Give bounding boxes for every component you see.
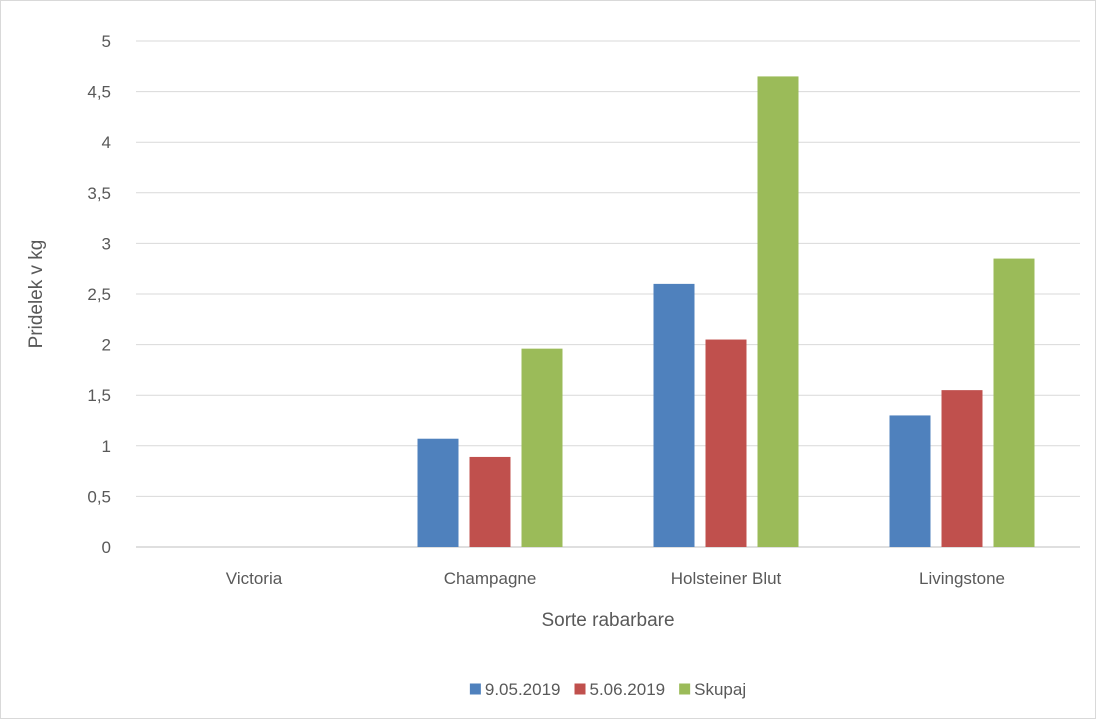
gridlines [136,40,1080,548]
legend-swatch [574,683,586,695]
y-tick-label: 4,5 [87,83,111,102]
bar [653,283,695,547]
x-tick-label: Livingstone [919,569,1005,588]
bar [757,76,799,548]
y-tick-label: 1,5 [87,386,111,405]
x-axis-ticks: Victoria Champagne Holsteiner Blut Livingst… [226,569,1005,588]
x-tick-label: Holsteiner Blut [671,569,782,588]
y-tick-label: 2 [102,336,111,355]
legend-label: 9.05.2019 [485,680,561,699]
bar [993,258,1035,547]
bar [889,415,931,547]
y-tick-label: 2,5 [87,285,111,304]
x-tick-label: Victoria [226,569,283,588]
y-tick-label: 3,5 [87,184,111,203]
bar [941,390,983,547]
bar [521,348,563,547]
x-tick-label: Champagne [444,569,537,588]
y-tick-label: 1 [102,437,111,456]
y-axis-title: Pridelek v kg [26,240,47,349]
y-tick-label: 5 [102,32,111,51]
bar [417,438,459,547]
y-tick-label: 0 [102,538,111,557]
legend: 9.05.2019 5.06.2019 Skupaj [469,680,746,699]
y-tick-label: 0,5 [87,487,111,506]
bars [417,76,1035,548]
y-tick-label: 3 [102,234,111,253]
legend-swatch [679,683,691,695]
bar [705,339,747,547]
bar [469,456,511,547]
legend-label: 5.06.2019 [590,680,666,699]
legend-swatch [469,683,481,695]
legend-label: Skupaj [694,680,746,699]
x-axis-title: Sorte rabarbare [541,610,674,631]
y-axis-ticks: 0 0,5 1 1,5 2 2,5 3 3,5 4 4,5 5 [87,32,111,557]
y-tick-label: 4 [102,133,111,152]
